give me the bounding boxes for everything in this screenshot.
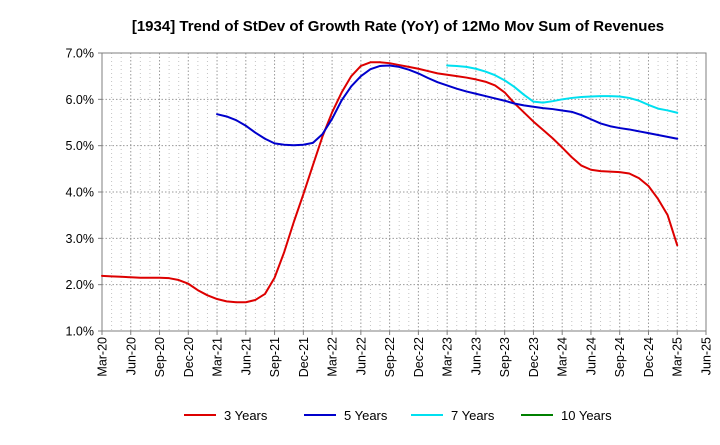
x-tick-label: Jun-21 [239,337,253,375]
x-tick-label: Mar-20 [96,337,110,377]
legend: 3 Years 5 Years 7 Years 10 Years [184,408,612,423]
x-tick-label: Sep-24 [613,337,627,377]
x-tick-label: Sep-23 [498,337,512,377]
x-tick-label: Dec-20 [182,337,196,377]
y-tick-label: 6.0% [66,93,95,107]
series-line-3-years [101,61,679,304]
x-tick-label: Dec-24 [642,337,656,377]
x-tick-label: Jun-24 [584,337,598,375]
series-line-7-years [446,64,679,114]
legend-label-10-years: 10 Years [561,408,612,423]
legend-label-7-years: 7 Years [451,408,495,423]
x-tick-label: Jun-25 [700,337,714,375]
x-tick-label: Dec-22 [412,337,426,377]
x-tick-label: Jun-22 [354,337,368,375]
axis-layer: 1.0% 2.0% 3.0% 4.0% 5.0% 6.0% 7.0% Mar-20 Jun-20… [66,47,714,378]
x-tick-label: Dec-23 [527,337,541,377]
y-tick-label: 1.0% [66,325,95,339]
y-tick-label: 5.0% [66,139,95,153]
x-tick-label: Mar-22 [326,337,340,377]
legend-label-5-years: 5 Years [344,408,388,423]
chart-title: [1934] Trend of StDev of Growth Rate (Yo… [132,18,664,35]
x-tick-label: Jun-20 [124,337,138,375]
x-tick-label: Sep-20 [153,337,167,377]
x-tick-label: Mar-21 [211,337,225,377]
x-tick-label: Sep-22 [383,337,397,377]
x-tick-label: Dec-21 [297,337,311,377]
y-tick-label: 2.0% [66,278,95,292]
legend-label-3-years: 3 Years [224,408,268,423]
y-tick-label: 3.0% [66,232,95,246]
x-tick-label: Mar-23 [441,337,455,377]
y-tick-label: 4.0% [66,186,95,200]
x-tick-label: Jun-23 [469,337,483,375]
series-layer [101,61,679,304]
x-tick-label: Sep-21 [268,337,282,377]
x-tick-label: Mar-25 [671,337,685,377]
grid-layer [102,52,707,332]
x-tick-label: Mar-24 [556,337,570,377]
y-tick-label: 7.0% [66,47,95,61]
series-line-5-years [216,64,679,147]
